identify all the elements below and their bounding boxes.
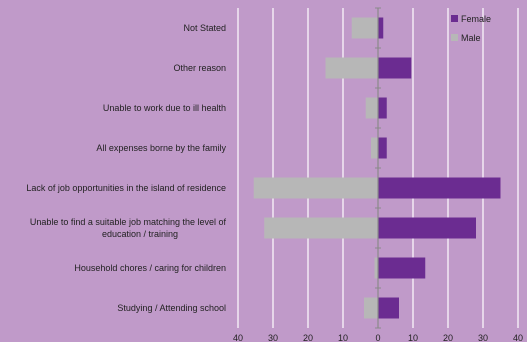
category-label: Studying / Attending school [117, 303, 226, 313]
bar-male-7 [364, 297, 378, 319]
category-label: All expenses borne by the family [96, 143, 226, 153]
bar-male-0 [351, 17, 378, 39]
bar-male-1 [325, 57, 378, 79]
tick-labels: 40 30 20 10 0 10 20 30 40 [233, 333, 523, 342]
bar-female-5 [378, 217, 476, 239]
category-label: Lack of job opportunities in the island … [26, 183, 226, 193]
legend: Female Male [451, 14, 491, 43]
category-label: Household chores / caring for children [74, 263, 226, 273]
bar-female-2 [378, 97, 387, 119]
legend-label-female: Female [461, 14, 491, 24]
x-tick-label: 20 [303, 333, 313, 342]
x-tick-label: 20 [443, 333, 453, 342]
bar-female-3 [378, 137, 387, 159]
x-tick-label: 40 [513, 333, 523, 342]
bar-male-4 [253, 177, 378, 199]
x-tick-label: 0 [375, 333, 380, 342]
bar-female-0 [378, 17, 384, 39]
legend-swatch-male [451, 34, 458, 41]
x-tick-label: 30 [478, 333, 488, 342]
bar-male-6 [374, 257, 378, 279]
bar-female-1 [378, 57, 412, 79]
x-tick-label: 10 [408, 333, 418, 342]
bar-male-3 [371, 137, 378, 159]
legend-swatch-female [451, 15, 458, 22]
bar-male-2 [365, 97, 378, 119]
x-tick-label: 10 [338, 333, 348, 342]
legend-label-male: Male [461, 33, 481, 43]
bar-female-4 [378, 177, 501, 199]
bars [253, 17, 501, 319]
category-label: Not Stated [183, 23, 226, 33]
bar-female-7 [378, 297, 399, 319]
category-label: Other reason [173, 63, 226, 73]
category-labels: Not Stated Other reason Unable to work due… [26, 23, 226, 313]
x-tick-label: 30 [268, 333, 278, 342]
bar-female-6 [378, 257, 426, 279]
axis [375, 7, 381, 329]
category-label: Unable to find a suitable job matching t… [30, 217, 227, 239]
category-label: Unable to work due to ill health [103, 103, 226, 113]
x-tick-label: 40 [233, 333, 243, 342]
bar-male-5 [264, 217, 378, 239]
